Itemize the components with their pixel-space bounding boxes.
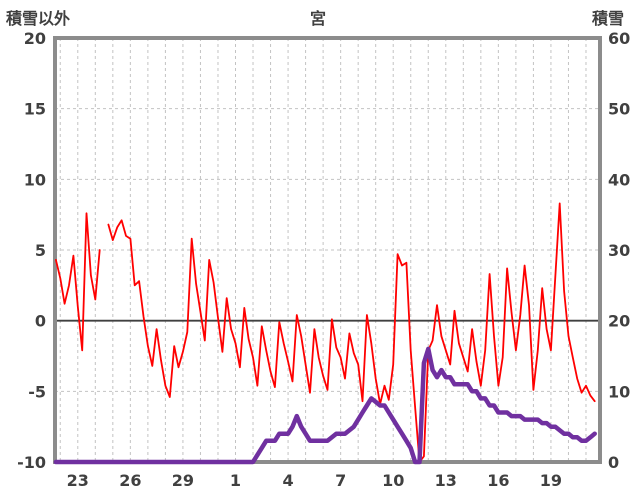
x-tick-label: 29 bbox=[172, 471, 194, 490]
x-tick-label: 1 bbox=[230, 471, 241, 490]
left-axis-title: 積雪以外 bbox=[6, 9, 71, 28]
y-left-tick-label: 5 bbox=[35, 241, 46, 260]
x-tick-label: 10 bbox=[382, 471, 404, 490]
plot-frame bbox=[53, 36, 602, 464]
x-tick-label: 4 bbox=[283, 471, 294, 490]
y-left-tick-label: 20 bbox=[24, 29, 46, 48]
chart-title: 宮 bbox=[309, 9, 326, 28]
y-right-tick-label: 30 bbox=[608, 241, 630, 260]
y-right-tick-label: 0 bbox=[608, 453, 619, 472]
y-right-tick-label: 10 bbox=[608, 382, 630, 401]
y-right-tick-label: 50 bbox=[608, 100, 630, 119]
temperature-line bbox=[55, 202, 596, 463]
y-left-tick-label: -10 bbox=[17, 453, 46, 472]
x-tick-label: 7 bbox=[335, 471, 346, 490]
y-right-tick-label: 60 bbox=[608, 29, 630, 48]
y-left-tick-label: -5 bbox=[28, 382, 46, 401]
x-tick-label: 26 bbox=[119, 471, 141, 490]
x-tick-label: 13 bbox=[435, 471, 457, 490]
y-left-tick-label: 10 bbox=[24, 170, 46, 189]
x-tick-label: 19 bbox=[540, 471, 562, 490]
x-tick-label: 16 bbox=[487, 471, 509, 490]
y-right-tick-label: 40 bbox=[608, 170, 630, 189]
y-right-tick-label: 20 bbox=[608, 312, 630, 331]
right-axis-title: 積雪 bbox=[591, 9, 624, 28]
snow-depth-line bbox=[53, 346, 597, 465]
y-left-tick-label: 0 bbox=[35, 312, 46, 331]
x-tick-label: 23 bbox=[67, 471, 89, 490]
y-left-tick-label: 15 bbox=[24, 100, 46, 119]
